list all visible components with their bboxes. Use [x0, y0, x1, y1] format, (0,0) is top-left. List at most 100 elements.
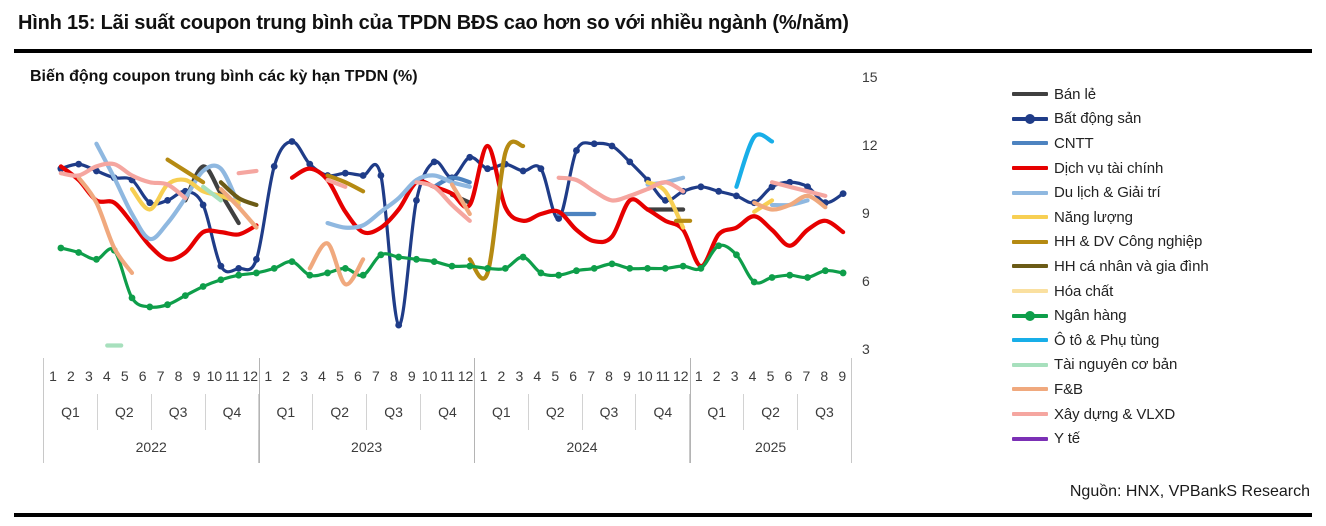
x-axis-month-label: 5 [120, 368, 129, 384]
legend-item-label: Dịch vụ tài chính [1054, 159, 1164, 177]
x-axis-month-label: 3 [300, 368, 308, 384]
x-axis-month-label: 4 [533, 368, 542, 384]
legend-item-label: Bán lẻ [1054, 85, 1096, 103]
x-axis-month-label: 10 [206, 368, 223, 384]
x-axis-month-label: 8 [174, 368, 183, 384]
figure-title: Hình 15: Lãi suất coupon trung bình của … [18, 12, 849, 34]
legend-item-label: Xây dựng & VLXD [1054, 405, 1176, 423]
x-axis-month-label: 1 [479, 368, 488, 384]
legend-item[interactable]: Hóa chất [1012, 279, 1322, 304]
x-axis-month-label: 3 [515, 368, 524, 384]
chart-plot-area [52, 78, 852, 350]
x-axis-month-label: 2 [497, 368, 506, 384]
legend-item-label: Năng lượng [1054, 208, 1133, 226]
legend-item[interactable]: HH cá nhân và gia đình [1012, 254, 1322, 279]
x-axis-month-label: 6 [569, 368, 578, 384]
x-axis-month-label: 4 [748, 368, 757, 384]
x-axis-month-label: 11 [440, 368, 455, 384]
x-axis-month-label: 9 [623, 368, 631, 384]
legend-color-swatch [1012, 87, 1048, 101]
legend-item[interactable]: Năng lượng [1012, 205, 1322, 230]
source-note: Nguồn: HNX, VPBankS Research [1069, 483, 1310, 500]
legend-item-label: Hóa chất [1054, 282, 1114, 300]
x-axis-month-label: 12 [672, 368, 689, 384]
x-axis-quarter-label: Q1 [61, 404, 80, 420]
legend-item[interactable]: Bán lẻ [1012, 82, 1322, 107]
y-axis-tick: 12 [862, 137, 878, 153]
x-axis-month-label: 6 [138, 368, 147, 384]
series-line [165, 139, 693, 281]
x-axis-month-label: 5 [551, 368, 560, 384]
legend-item[interactable]: Tài nguyên cơ bản [1012, 353, 1322, 378]
legend-item-label: HH & DV Công nghiệp [1054, 233, 1203, 251]
x-axis-month-label: 6 [354, 368, 362, 384]
x-axis-year-label: 2022 [135, 438, 167, 455]
legend-item[interactable]: Xây dựng & VLXD [1012, 402, 1322, 427]
series-line [58, 161, 828, 223]
legend-item-label: Y tế [1054, 430, 1081, 448]
legend-item[interactable]: Ngân hàng [1012, 303, 1322, 328]
x-axis-quarter-label: Q3 [150, 394, 205, 430]
legend-item-label: Tài nguyên cơ bản [1054, 356, 1178, 374]
x-axis-year-label: 2023 [258, 430, 473, 463]
x-axis-year-label: 2024 [473, 430, 689, 463]
legend-color-swatch [1012, 284, 1048, 298]
x-axis-quarter-label: Q3 [366, 394, 420, 430]
x-axis-month-label: 2 [67, 368, 75, 384]
series-line [105, 184, 223, 348]
legend-color-swatch [1012, 432, 1048, 446]
x-axis-quarter-label: Q2 [96, 394, 151, 430]
x-axis-month-label: 8 [605, 368, 613, 384]
legend-item[interactable]: Y tế [1012, 426, 1322, 451]
x-axis-quarter-row: Q1 Q2 Q3 Q4 Q1 Q2 Q3 Q4 Q1 Q2 Q3 Q4 Q1 Q2 Q3 [44, 394, 851, 430]
x-axis-month-label: 6 [784, 368, 793, 384]
x-axis-month-row: 1 2 3 4 5 6 7 8 9 10 11 12 1 2 3 4 5 6 7 8 9 10 11 12 1 2 3 4 5 6 7 8 9 1… [44, 358, 851, 394]
x-axis-month-label: 3 [84, 368, 93, 384]
legend-item[interactable]: HH & DV Công nghiệp [1012, 230, 1322, 255]
x-axis-year-separator [474, 358, 476, 463]
chart-subtitle: Biến động coupon trung bình các kỳ hạn T… [30, 68, 418, 85]
legend-item[interactable]: Dịch vụ tài chính [1012, 156, 1322, 181]
x-axis-quarter-label: Q4 [420, 394, 474, 430]
x-axis-month-label: 11 [655, 368, 671, 384]
x-axis-year-separator [259, 358, 261, 463]
legend-item[interactable]: Du lịch & Giải trí [1012, 180, 1322, 205]
x-axis-month-label: 1 [694, 368, 703, 384]
legend-item-label: Bất động sản [1054, 110, 1142, 128]
x-axis-month-label: 10 [637, 368, 653, 384]
x-axis-quarter-label: Q4 [635, 394, 689, 430]
x-axis-month-label: 5 [336, 368, 344, 384]
bottom-divider [14, 513, 1312, 517]
legend-color-swatch [1012, 259, 1048, 273]
x-axis-month-label: 1 [264, 368, 273, 384]
x-axis-month-label: 8 [389, 368, 398, 384]
x-axis-month-label: 9 [838, 368, 847, 384]
legend-item[interactable]: F&B [1012, 377, 1322, 402]
legend-item-label: HH cá nhân và gia đình [1054, 257, 1209, 275]
x-axis-month-label: 3 [730, 368, 739, 384]
x-axis-month-label: 2 [712, 368, 721, 384]
x-axis-table: 1 2 3 4 5 6 7 8 9 10 11 12 1 2 3 4 5 6 7 8 9 10 11 12 1 2 3 4 5 6 7 8 9 1… [43, 358, 852, 463]
series-line [76, 175, 828, 287]
legend-color-swatch [1012, 333, 1048, 347]
line-chart-svg [57, 132, 847, 348]
x-axis-quarter-label: Q2 [312, 394, 366, 430]
x-axis-month-label: 9 [192, 368, 201, 384]
series-line [218, 180, 259, 208]
y-axis-tick: 6 [862, 273, 870, 289]
y-axis-tick: 9 [862, 205, 870, 221]
legend-item[interactable]: Ô tô & Phụ tùng [1012, 328, 1322, 353]
legend-color-swatch [1012, 235, 1048, 249]
legend-item-label: Ngân hàng [1054, 307, 1127, 325]
x-axis-month-label: 10 [421, 368, 438, 384]
x-axis-quarter-label: Q1 [258, 394, 312, 430]
legend-color-swatch [1012, 186, 1048, 200]
x-axis-month-label: 7 [587, 368, 595, 384]
legend-item[interactable]: CNTT [1012, 131, 1322, 156]
legend-color-swatch [1012, 407, 1048, 421]
legend-item[interactable]: Bất động sản [1012, 107, 1322, 132]
top-divider [14, 49, 1312, 53]
x-axis-quarter-label: Q1 [473, 394, 528, 430]
legend-item-label: Du lịch & Giải trí [1054, 184, 1161, 202]
legend-color-swatch [1012, 382, 1048, 396]
